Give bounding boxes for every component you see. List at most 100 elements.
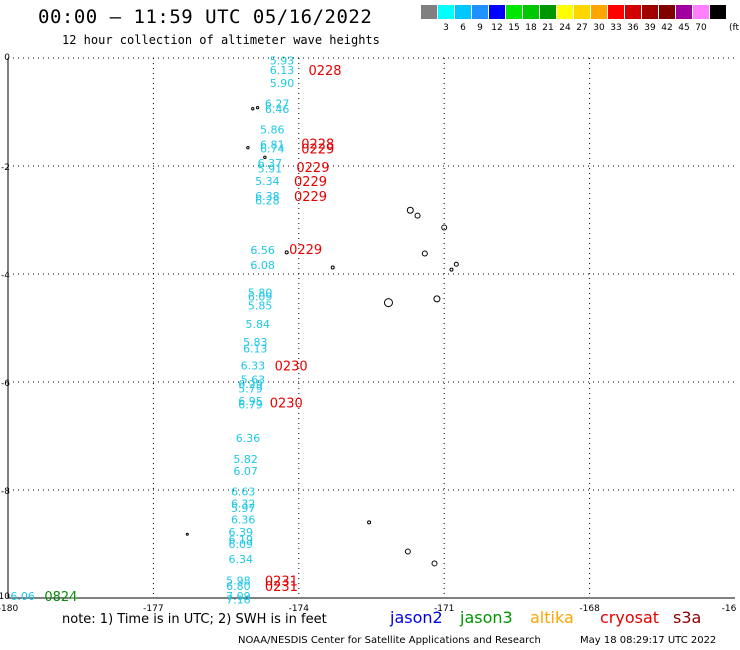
island-outline bbox=[431, 560, 438, 567]
island-outline bbox=[367, 520, 372, 525]
wave-height-label: 5.93 bbox=[270, 55, 295, 68]
wave-height-label: 6.56 bbox=[250, 244, 274, 257]
island-outline bbox=[284, 250, 289, 255]
wave-height-label: 6.46 bbox=[265, 103, 290, 116]
wave-height-label: 5.80 bbox=[248, 286, 273, 299]
legend-label: 45 bbox=[678, 23, 690, 33]
x-tick-label: -16 bbox=[722, 604, 737, 614]
legend-swatch bbox=[540, 5, 556, 19]
island-outline bbox=[330, 265, 335, 270]
legend-label: 33 bbox=[610, 23, 622, 33]
wave-height-label: 6.37 bbox=[258, 157, 283, 170]
x-tick-label: -174 bbox=[289, 604, 310, 614]
y-tick-label: 0 bbox=[4, 53, 10, 63]
pass-time-label: 0824 bbox=[44, 590, 77, 605]
chart-title: 00:00 – 11:59 UTC 05/16/2022 bbox=[38, 6, 373, 28]
y-tick-label: -10 bbox=[0, 592, 10, 602]
pass-time-label: 0231 bbox=[265, 580, 298, 595]
wave-height-label: 6.36 bbox=[236, 432, 261, 445]
wave-height-label: 5.79 bbox=[238, 382, 263, 395]
legend-label: 21 bbox=[542, 23, 554, 33]
satellite-label-cryosat: cryosat bbox=[600, 608, 660, 627]
wave-height-label: 5.91 bbox=[258, 163, 283, 176]
pass-time-label: 0228 bbox=[308, 64, 341, 79]
y-tick-label: -4 bbox=[1, 271, 10, 281]
wave-height-label: 6.09 bbox=[248, 291, 273, 304]
legend-swatch bbox=[608, 5, 624, 19]
legend-label: 18 bbox=[525, 23, 537, 33]
island-outline bbox=[433, 295, 441, 303]
x-tick-label: -171 bbox=[434, 604, 454, 614]
legend-label: 24 bbox=[559, 23, 571, 33]
wave-height-label: 7.16 bbox=[226, 594, 251, 607]
legend-swatch bbox=[472, 5, 488, 19]
legend-label: 39 bbox=[644, 23, 656, 33]
footer-credit: NOAA/NESDIS Center for Satellite Applica… bbox=[238, 635, 541, 646]
island-outline bbox=[414, 212, 421, 219]
pass-time-label: 0229 bbox=[289, 243, 322, 258]
legend-swatch bbox=[642, 5, 658, 19]
island-outline bbox=[263, 155, 267, 160]
wave-height-label: 6.07 bbox=[233, 465, 258, 478]
wave-height-label: 5.85 bbox=[248, 299, 273, 312]
legend-unit: (ft) bbox=[729, 23, 740, 33]
wave-height-label: 6.19 bbox=[229, 534, 254, 547]
wave-height-label: 6.34 bbox=[229, 553, 254, 566]
pass-time-label: 0231 bbox=[265, 575, 298, 590]
satellite-label-s3a: s3a bbox=[673, 608, 702, 627]
island-outline bbox=[449, 267, 454, 272]
legend-swatch bbox=[659, 5, 675, 19]
x-tick-label: -177 bbox=[143, 604, 163, 614]
wave-height-label: 6.36 bbox=[231, 514, 256, 527]
satellite-label-jason3: jason3 bbox=[460, 608, 513, 627]
pass-time-label: 0229 bbox=[294, 190, 327, 205]
wave-height-label: 6.79 bbox=[238, 399, 263, 412]
pass-time-label: 0230 bbox=[270, 397, 303, 412]
wave-height-label: 6.27 bbox=[265, 97, 290, 110]
legend-label: 36 bbox=[627, 23, 639, 33]
island-outline bbox=[251, 107, 255, 111]
wave-height-label: 5.84 bbox=[245, 318, 270, 331]
y-tick-label: -2 bbox=[1, 163, 10, 173]
legend-label: 3 bbox=[443, 23, 449, 33]
legend-swatch bbox=[438, 5, 454, 19]
wave-height-label: 6.39 bbox=[229, 526, 254, 539]
legend-label: 27 bbox=[576, 23, 588, 33]
wave-height-label: 5.82 bbox=[233, 453, 258, 466]
legend-swatch bbox=[591, 5, 607, 19]
wave-height-label: 5.63 bbox=[241, 373, 266, 386]
legend-swatch bbox=[557, 5, 573, 19]
legend-label: 15 bbox=[508, 23, 520, 33]
wave-height-label: 6.06 bbox=[10, 590, 35, 603]
legend-label: 30 bbox=[593, 23, 605, 33]
legend-label: 42 bbox=[661, 23, 673, 33]
wave-height-label: 6.38 bbox=[255, 190, 280, 203]
x-tick-label: -180 bbox=[0, 604, 18, 614]
island-outline bbox=[383, 298, 393, 308]
wave-height-label: 5.86 bbox=[260, 123, 285, 136]
wave-height-label: 5.98 bbox=[226, 575, 251, 588]
legend-label: 6 bbox=[460, 23, 466, 33]
satellite-label-jason2: jason2 bbox=[390, 608, 443, 627]
legend-label: 9 bbox=[477, 23, 483, 33]
legend-label: 70 bbox=[695, 23, 707, 33]
y-tick-label: -6 bbox=[1, 379, 10, 389]
wave-height-label: 6.63 bbox=[231, 486, 256, 499]
footer-note: note: 1) Time is in UTC; 2) SWH is in fe… bbox=[62, 612, 327, 627]
island-outline bbox=[404, 548, 411, 555]
chart-subtitle: 12 hour collection of altimeter wave hei… bbox=[62, 33, 380, 47]
wave-height-label: 5.83 bbox=[243, 336, 268, 349]
x-tick-label: -168 bbox=[579, 604, 600, 614]
wave-height-label: 6.29 bbox=[238, 378, 263, 391]
wave-height-label: 6.32 bbox=[231, 498, 256, 511]
legend-swatch bbox=[693, 5, 709, 19]
legend-swatch bbox=[625, 5, 641, 19]
wave-height-label: 6.13 bbox=[243, 343, 268, 356]
wave-height-label: 6.09 bbox=[229, 538, 254, 551]
wave-height-label: 5.90 bbox=[270, 77, 295, 90]
pass-time-label: 0230 bbox=[275, 359, 308, 374]
wave-height-label: 6.28 bbox=[255, 195, 280, 208]
legend-swatch bbox=[523, 5, 539, 19]
legend-swatch bbox=[574, 5, 590, 19]
